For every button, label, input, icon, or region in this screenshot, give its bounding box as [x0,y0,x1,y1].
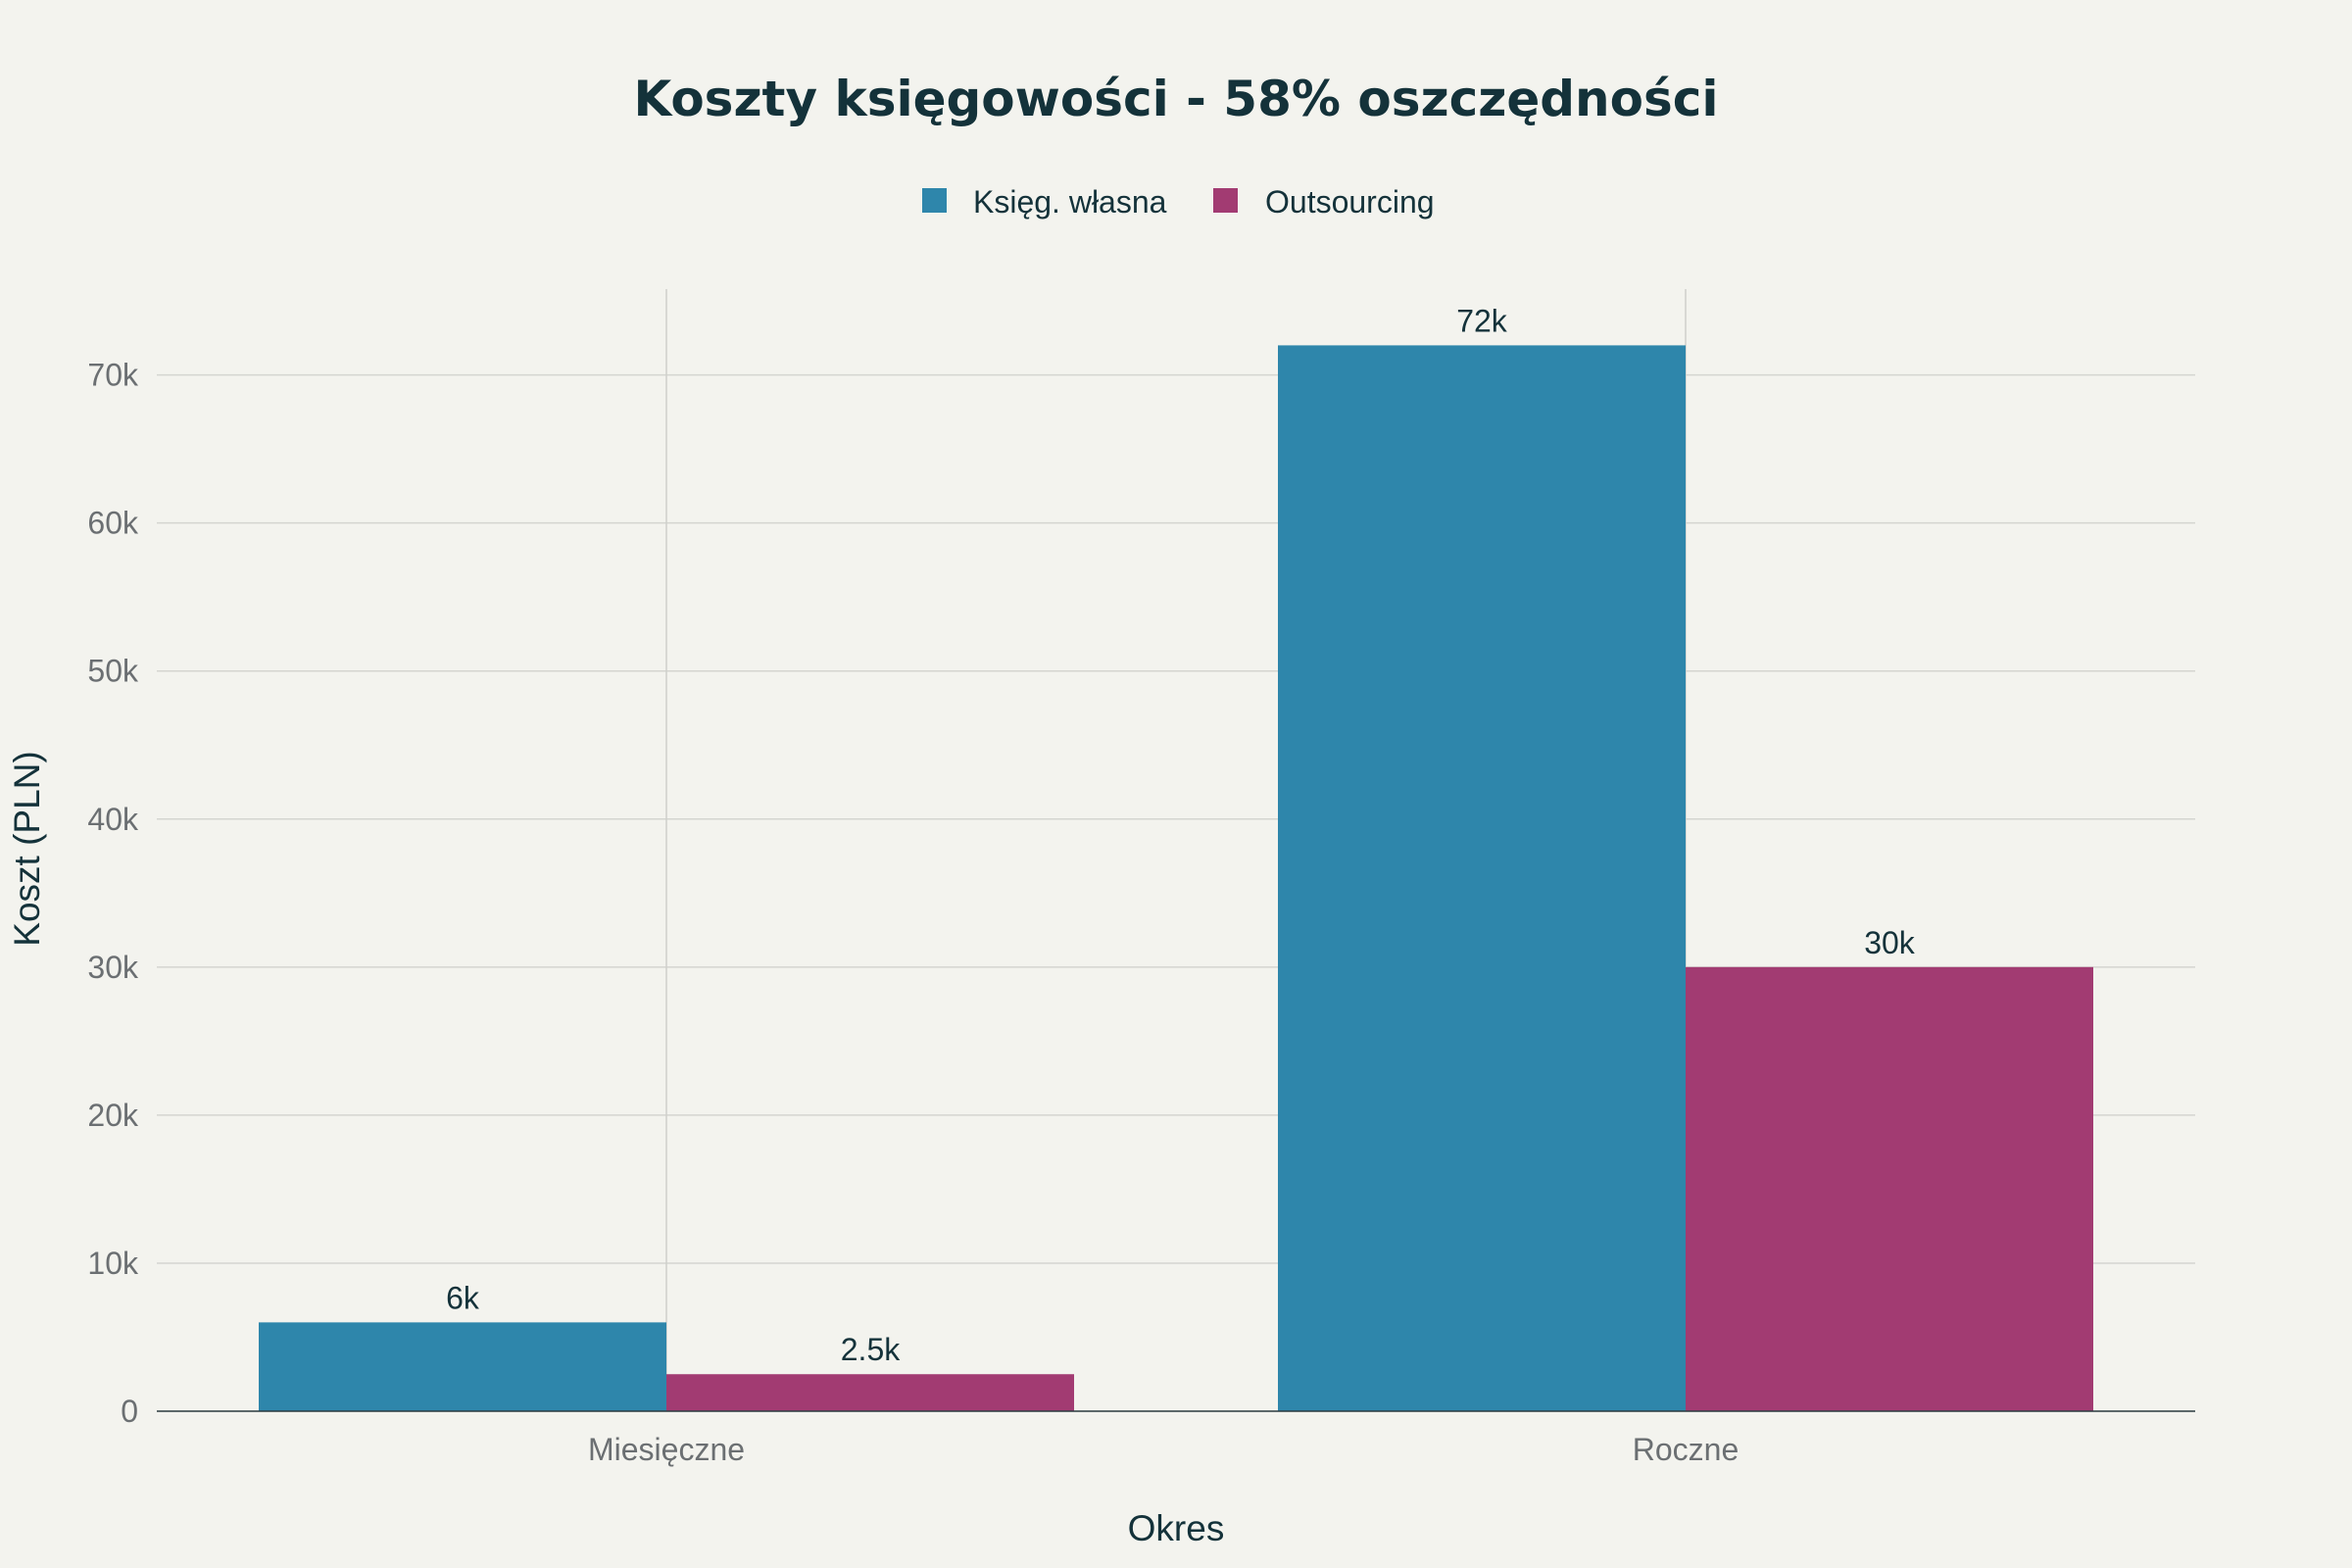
y-tick-label-10k: 10k [87,1246,139,1281]
x-tick-label-miesieczne: Miesięczne [588,1432,745,1467]
x-tick-label-roczne: Roczne [1633,1432,1740,1467]
data-label-outsourcing-roczne: 30k [1864,925,1916,960]
x-axis-title: Okres [1128,1508,1225,1548]
y-tick-label-70k: 70k [87,358,139,393]
data-labels: 6k 2.5k 72k 30k [446,303,1916,1367]
y-axis-title: Koszt (PLN) [7,751,47,946]
y-tick-label-0: 0 [121,1394,138,1429]
y-tick-label-40k: 40k [87,802,139,837]
y-axis-ticks: 0 10k 20k 30k 40k 50k 60k 70k [87,358,139,1429]
y-tick-label-30k: 30k [87,950,139,985]
bar-outsourcing-miesieczne[interactable] [666,1374,1074,1411]
y-tick-label-50k: 50k [87,654,139,689]
legend-swatch-outsourcing[interactable] [1213,188,1238,213]
y-tick-label-20k: 20k [87,1098,139,1133]
legend-swatch-kseg-wlasna[interactable] [922,188,947,213]
bars [259,345,2093,1411]
y-tick-label-60k: 60k [87,506,139,541]
data-label-ksieg-wlasna-roczne: 72k [1456,303,1508,338]
bar-outsourcing-roczne[interactable] [1686,966,2093,1411]
chart-title: Koszty księgowości - 58% oszczędności [633,71,1718,127]
data-label-ksieg-wlasna-miesieczne: 6k [446,1280,480,1315]
legend-label-kseg-wlasna[interactable]: Księg. własna [973,184,1167,220]
legend: Księg. własna Outsourcing [922,184,1435,220]
legend-label-outsourcing[interactable]: Outsourcing [1265,184,1435,220]
bar-ksieg-wlasna-miesieczne[interactable] [259,1322,666,1411]
bar-ksieg-wlasna-roczne[interactable] [1278,345,1686,1411]
x-axis-ticks: Miesięczne Roczne [588,1432,1739,1467]
data-label-outsourcing-miesieczne: 2.5k [841,1332,901,1367]
